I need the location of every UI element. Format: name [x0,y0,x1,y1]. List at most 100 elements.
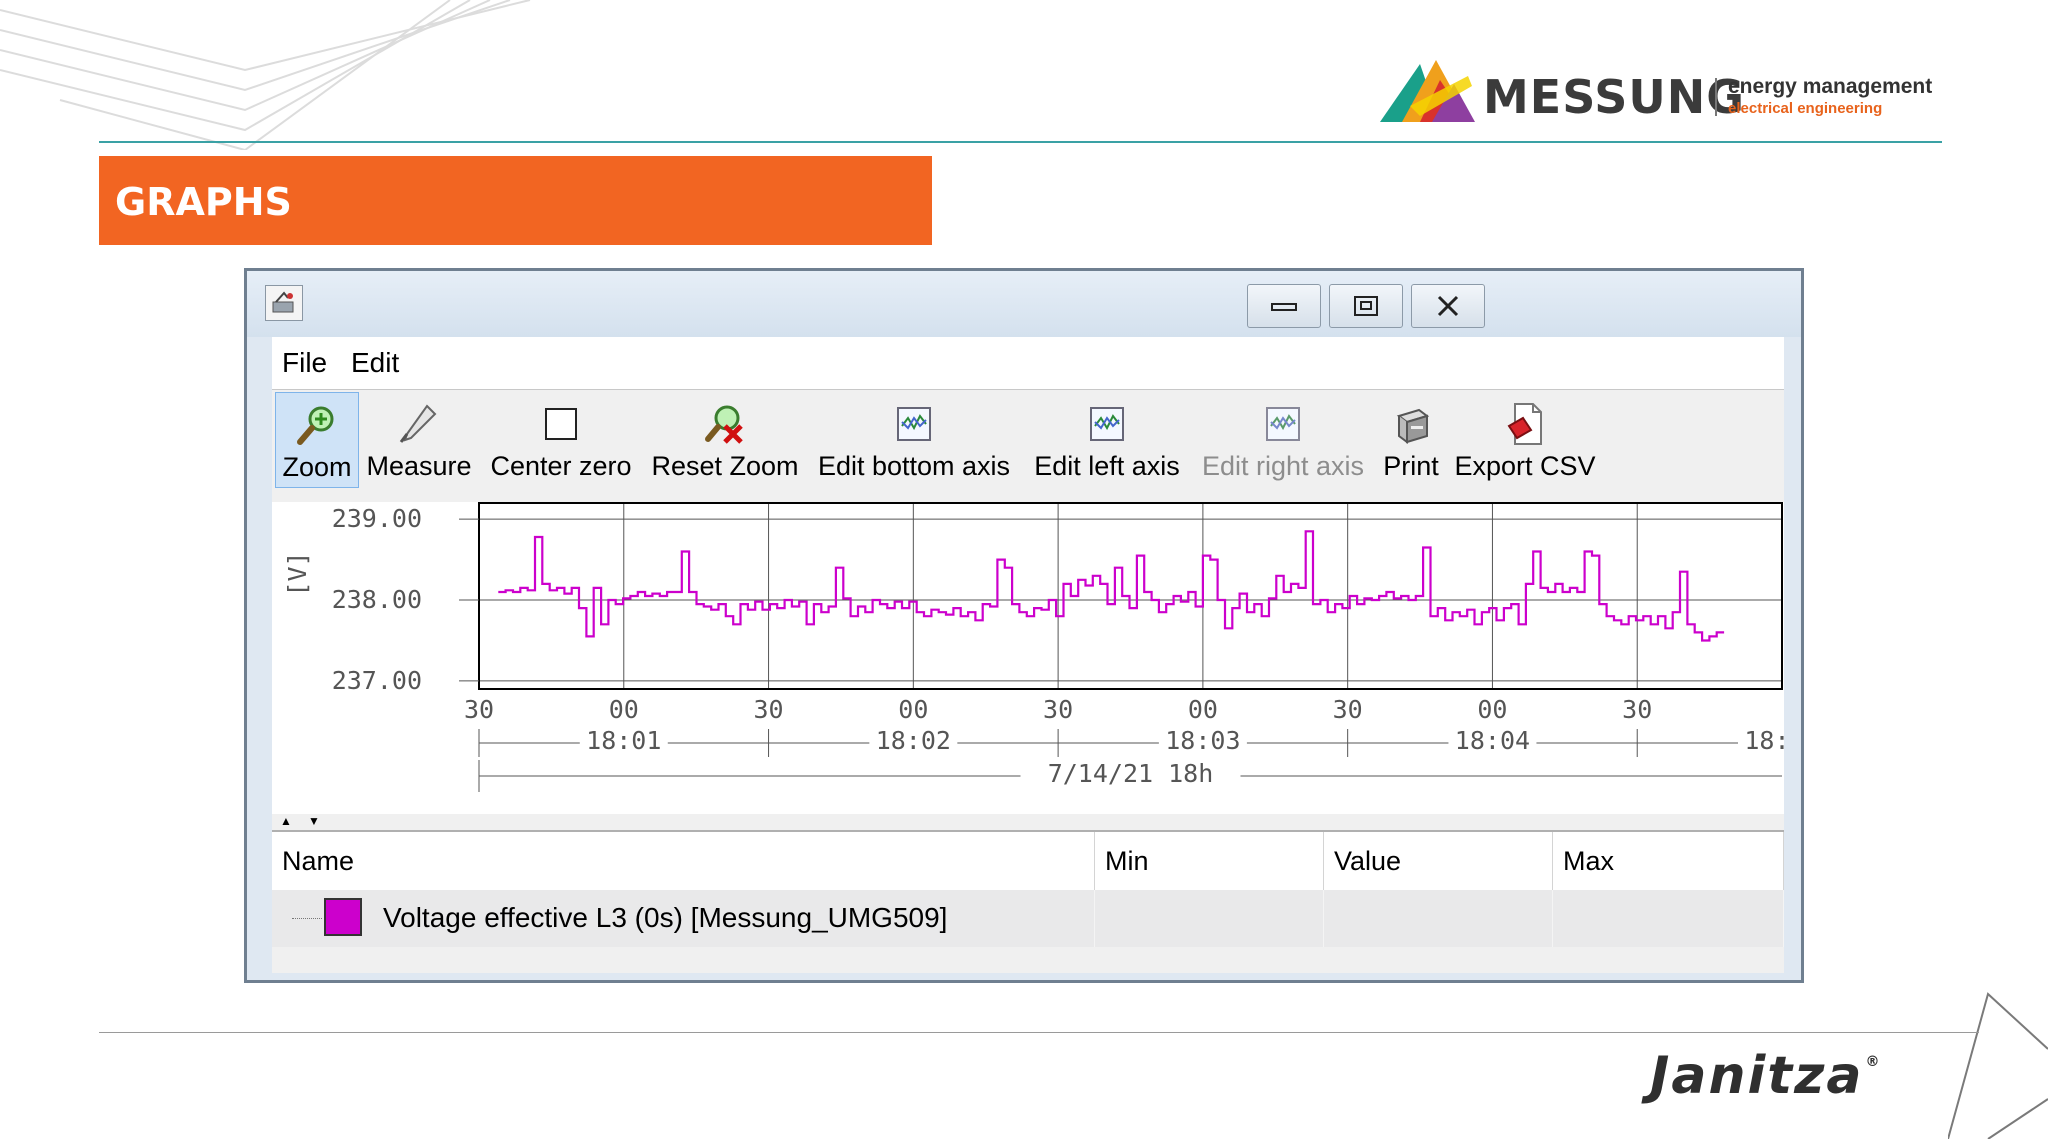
voltage-series-line[interactable] [498,530,1725,642]
minute-label-bg [1158,727,1247,751]
table-row[interactable]: Voltage effective L3 (0s) [Messung_UMG50… [272,890,1784,947]
chart-area[interactable]: [V] 239.00 238.00 237.00 30 00 30 00 30 00 30 00 3… [272,502,1826,814]
logo-tagline-primary: energy management [1728,75,1933,98]
y-tick-label: 238.00 [332,585,422,614]
plot-frame [478,502,1783,690]
janitza-wordmark: Janitza [1650,1046,1864,1106]
x-tick-label: 30 [1333,695,1363,724]
reset-zoom-label: Reset Zoom [651,451,799,481]
section-title: GRAPHS [115,180,292,224]
edit-right-axis-label: Edit right axis [1201,451,1365,481]
close-icon[interactable] [1411,284,1485,328]
y-axis-label: [V] [283,551,312,596]
minute-label-bg [579,727,668,751]
x-tick-label: 30 [464,695,494,724]
expand-up-icon[interactable]: ▲ [280,814,292,828]
decorative-triangle-bottom-right [1948,992,2048,1139]
series-name: Voltage effective L3 (0s) [Messung_UMG50… [383,902,948,933]
logo-company-name: MESSUNG [1483,70,1745,124]
edit-left-axis-button[interactable]: Edit left axis [1024,392,1190,488]
minimize-icon[interactable] [1247,284,1321,328]
x-tick-label: 30 [1043,695,1073,724]
export-csv-button[interactable]: Export CSV [1452,392,1598,488]
value-cell [1324,890,1553,947]
measure-button[interactable]: Measure [364,392,474,488]
y-tick-labels: 239.00 238.00 237.00 [332,504,479,695]
checkbox-icon [537,400,585,448]
splitter-bar[interactable]: ▲ ▼ [272,814,1784,832]
x-minute-axis: 18:01 18:02 18:03 18:04 18:05 [478,726,1826,757]
messung-logo: MESSUNG energy management electrical eng… [1380,52,1945,132]
logo-separator [1715,78,1717,116]
column-header-max[interactable]: Max [1553,832,1784,890]
series-color-swatch [324,898,362,936]
x-hour-axis: 7/14/21 18h [478,759,1782,792]
reset-zoom-button[interactable]: Reset Zoom [650,392,800,488]
chart-axis-icon [1083,400,1131,448]
menu-file[interactable]: File [282,347,328,378]
measure-icon [395,400,443,448]
messung-logo-mark [1380,60,1475,122]
edit-right-axis-button[interactable]: Edit right axis [1197,392,1369,488]
decorative-lines-top-left [0,0,531,150]
export-csv-label: Export CSV [1454,451,1596,481]
print-button[interactable]: Print [1376,392,1446,488]
printer-icon [1387,400,1435,448]
x-tick-label: 00 [1477,695,1507,724]
x-tick-label: 30 [754,695,784,724]
zoom-icon [293,401,341,449]
column-header-value[interactable]: Value [1324,832,1553,890]
reset-zoom-icon [701,400,749,448]
legend-table-header: Name Min Value Max [272,832,1784,891]
x-tick-label: 30 [1622,695,1652,724]
logo-tagline-secondary: electrical engineering [1728,100,1883,117]
hour-label-bg [1020,760,1241,784]
minute-label: 18:05 [1744,726,1784,755]
y-tick-label: 237.00 [332,666,422,695]
zoom-button[interactable]: Zoom [275,392,359,488]
min-cell [1095,890,1324,947]
maximize-icon[interactable] [1329,284,1403,328]
menu-bar: File Edit [272,337,1784,390]
toolbar: Zoom Measure Center zero Reset Zoom [272,390,1784,502]
y-tick-label: 239.00 [332,504,422,533]
x-tick-label: 00 [898,695,928,724]
print-label: Print [1383,451,1439,481]
edit-left-axis-label: Edit left axis [1034,451,1180,481]
window-titlebar[interactable] [247,271,1801,337]
measure-label: Measure [366,451,472,481]
section-banner: GRAPHS [99,156,932,245]
minute-label-bg [1448,727,1537,751]
x-tick-labels: 30 00 30 00 30 00 30 00 30 [464,695,1652,724]
window-client: File Edit Zoom Measure Center zero [272,337,1826,973]
center-zero-label: Center zero [490,451,632,481]
minute-label-bg [869,727,958,751]
edit-bottom-axis-button[interactable]: Edit bottom axis [812,392,1016,488]
max-cell [1553,890,1784,947]
zoom-label: Zoom [282,452,352,482]
x-tick-label: 00 [609,695,639,724]
app-icon[interactable] [265,285,303,321]
graph-window: File Edit Zoom Measure Center zero [244,268,1826,983]
x-tick-label: 00 [1188,695,1218,724]
footer-divider [99,1032,1979,1033]
header-divider [99,141,1942,143]
center-zero-button[interactable]: Center zero [486,392,636,488]
janitza-logo: Janitza ® [1650,1046,1880,1106]
edit-bottom-axis-label: Edit bottom axis [817,451,1011,481]
hour-label: 7/14/21 18h [1048,759,1214,788]
tree-connector [292,918,322,919]
menu-edit[interactable]: Edit [351,347,400,378]
minute-label: 18:02 [876,726,951,755]
minute-label: 18:01 [586,726,661,755]
column-header-min[interactable]: Min [1095,832,1324,890]
minute-label: 18:03 [1165,726,1240,755]
series-layer [498,530,1725,642]
chart-axis-icon [890,400,938,448]
name-cell: Voltage effective L3 (0s) [Messung_UMG50… [272,890,1095,947]
column-header-name[interactable]: Name [272,832,1095,890]
export-document-icon [1501,400,1549,448]
chart-axis-icon [1259,400,1307,448]
collapse-down-icon[interactable]: ▼ [308,814,320,828]
